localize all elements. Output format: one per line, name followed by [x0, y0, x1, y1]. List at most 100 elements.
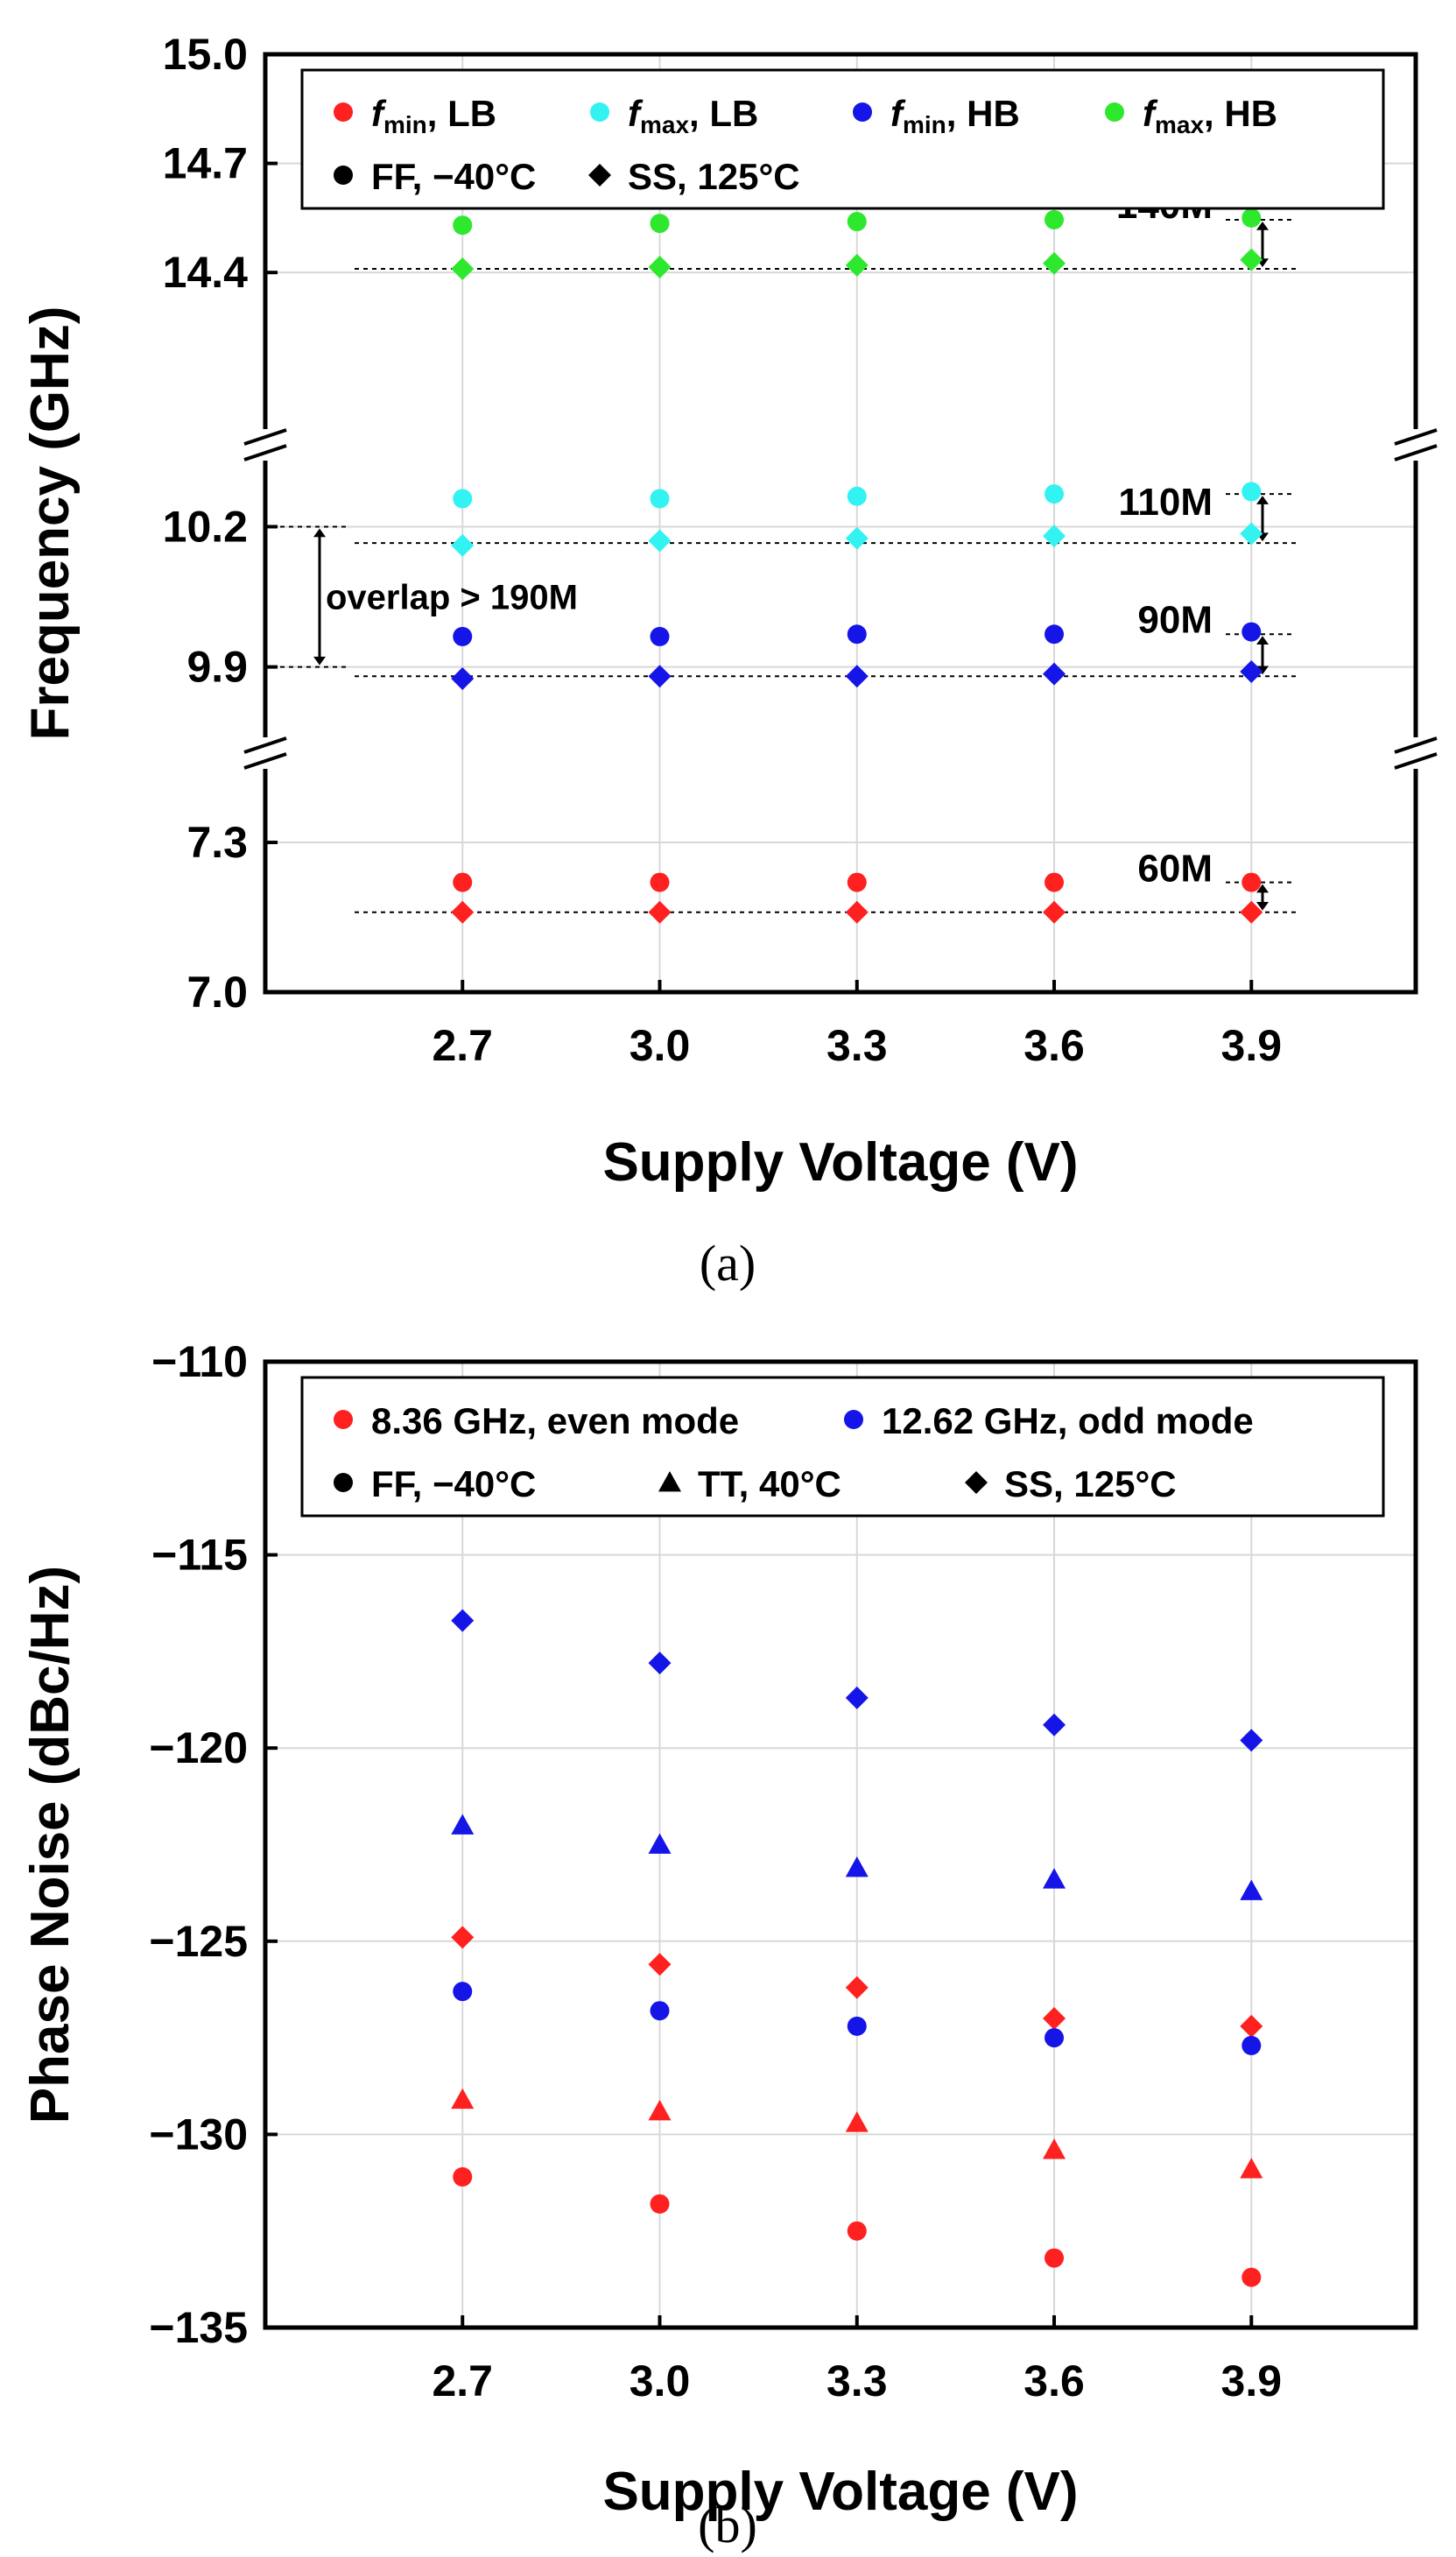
- legend-label-var: f: [1143, 93, 1158, 134]
- x-tick-label: 3.6: [1023, 2356, 1085, 2406]
- data-point: [1043, 662, 1066, 686]
- chart-b: 2.7 3.0 3.3 3.6 3.9 −135 −130 −125 −120 −115 −110 S…: [20, 1337, 1418, 2553]
- legend-label-var: f: [890, 93, 906, 134]
- data-point: [451, 257, 475, 281]
- data-point: [453, 626, 473, 646]
- legend-label: FF, −40°C: [371, 156, 536, 197]
- data-point: [845, 1976, 869, 1999]
- caption: (a): [700, 1235, 756, 1292]
- data-point: [847, 212, 867, 232]
- y-tick-label: 10.2: [163, 502, 248, 551]
- data-point: [1241, 482, 1262, 502]
- data-point: [1045, 2028, 1065, 2048]
- data-point: [845, 2111, 869, 2132]
- legend-marker: [853, 102, 872, 122]
- axis-break-mark: [243, 752, 287, 770]
- x-tick-label: 3.3: [826, 2356, 888, 2406]
- data-point: [451, 1926, 475, 1949]
- legend-label: SS, 125°C: [1004, 1463, 1177, 1504]
- legend-box: [300, 68, 1385, 210]
- legend-marker: [334, 1473, 353, 1492]
- legend-label: fmax, LB: [628, 93, 758, 138]
- legend-label-rest: , LB: [427, 93, 496, 134]
- caption: (b): [698, 2497, 757, 2553]
- data-point: [451, 666, 475, 690]
- data-point: [845, 526, 869, 550]
- axis-break-mask: [1389, 429, 1442, 461]
- data-point: [847, 486, 867, 506]
- data-point: [650, 626, 670, 646]
- arrow-head: [1256, 902, 1269, 911]
- axis-break-mask: [239, 737, 292, 769]
- data-point: [648, 529, 672, 553]
- legend-label: SS, 125°C: [628, 156, 800, 197]
- annotation-label: 90M: [1137, 598, 1213, 641]
- axis-break-mark: [1394, 752, 1438, 770]
- legend-box: [300, 1376, 1385, 1518]
- data-point: [847, 624, 867, 645]
- data-point: [1043, 525, 1066, 548]
- data-point: [453, 489, 473, 509]
- y-tick-label: −115: [151, 1531, 248, 1580]
- data-point: [451, 900, 475, 924]
- arrow-head: [1256, 636, 1269, 645]
- legend-marker: [844, 1410, 863, 1429]
- legend-label-sub: min: [383, 111, 427, 138]
- data-point: [1240, 1879, 1263, 1900]
- legend-label: fmin, LB: [371, 93, 496, 138]
- data-point: [1240, 2014, 1263, 2038]
- y-tick-label: 15.0: [163, 30, 248, 79]
- annotation-label: overlap > 190M: [326, 579, 578, 617]
- data-point: [648, 1953, 672, 1976]
- arrow-head: [1256, 666, 1269, 675]
- data-point: [650, 2001, 670, 2021]
- y-tick-label: 7.0: [186, 968, 248, 1017]
- axis-break-mark: [1394, 444, 1438, 461]
- data-point: [1241, 2267, 1262, 2287]
- x-tick-label: 3.9: [1221, 1021, 1283, 1070]
- data-point: [1241, 872, 1262, 892]
- data-point: [1240, 1729, 1263, 1752]
- data-point: [453, 872, 473, 892]
- legend-label: 8.36 GHz, even mode: [371, 1400, 739, 1441]
- annotation-label: 60M: [1137, 848, 1213, 891]
- data-point: [650, 489, 670, 509]
- legend-marker: [588, 164, 611, 187]
- y-axis-title: Phase Noise (dBc/Hz): [20, 1566, 81, 2124]
- data-point: [648, 255, 672, 278]
- y-tick-label: −120: [149, 1723, 248, 1772]
- x-axis-title: Supply Voltage (V): [602, 1132, 1078, 1193]
- data-point: [847, 2016, 867, 2036]
- data-point: [1240, 659, 1263, 683]
- legend: 8.36 GHz, even mode 12.62 GHz, odd mode FF…: [300, 1376, 1385, 1518]
- data-point: [451, 533, 475, 557]
- arrow-head: [313, 656, 326, 666]
- data-point: [1240, 900, 1263, 924]
- data-point: [648, 1833, 672, 1854]
- arrow-head: [1256, 884, 1269, 893]
- data-point: [1043, 251, 1066, 275]
- data-point: [1045, 2248, 1065, 2268]
- legend-label-sub: max: [640, 111, 689, 138]
- data-point: [1043, 2138, 1066, 2159]
- data-point: [453, 215, 473, 236]
- x-axis-title: Supply Voltage (V): [602, 2462, 1078, 2522]
- data-point: [1241, 208, 1262, 228]
- legend-label-sub: min: [903, 111, 946, 138]
- data-point: [845, 665, 869, 688]
- legend-label-var: f: [371, 93, 387, 134]
- data-point: [1045, 484, 1065, 504]
- data-point: [847, 872, 867, 892]
- x-tick-label: 3.9: [1221, 2356, 1283, 2406]
- legend-label: FF, −40°C: [371, 1463, 536, 1504]
- data-point: [847, 2221, 867, 2241]
- data-point: [650, 2194, 670, 2214]
- y-tick-label: −125: [149, 1917, 248, 1966]
- data-point: [1240, 2158, 1263, 2179]
- data-point: [1045, 209, 1065, 229]
- legend-label-rest: , HB: [1204, 93, 1277, 134]
- arrow-head: [313, 528, 326, 538]
- legend-marker: [965, 1471, 988, 1494]
- annotation-label: 110M: [1118, 481, 1213, 524]
- y-tick-label: 7.3: [186, 818, 248, 867]
